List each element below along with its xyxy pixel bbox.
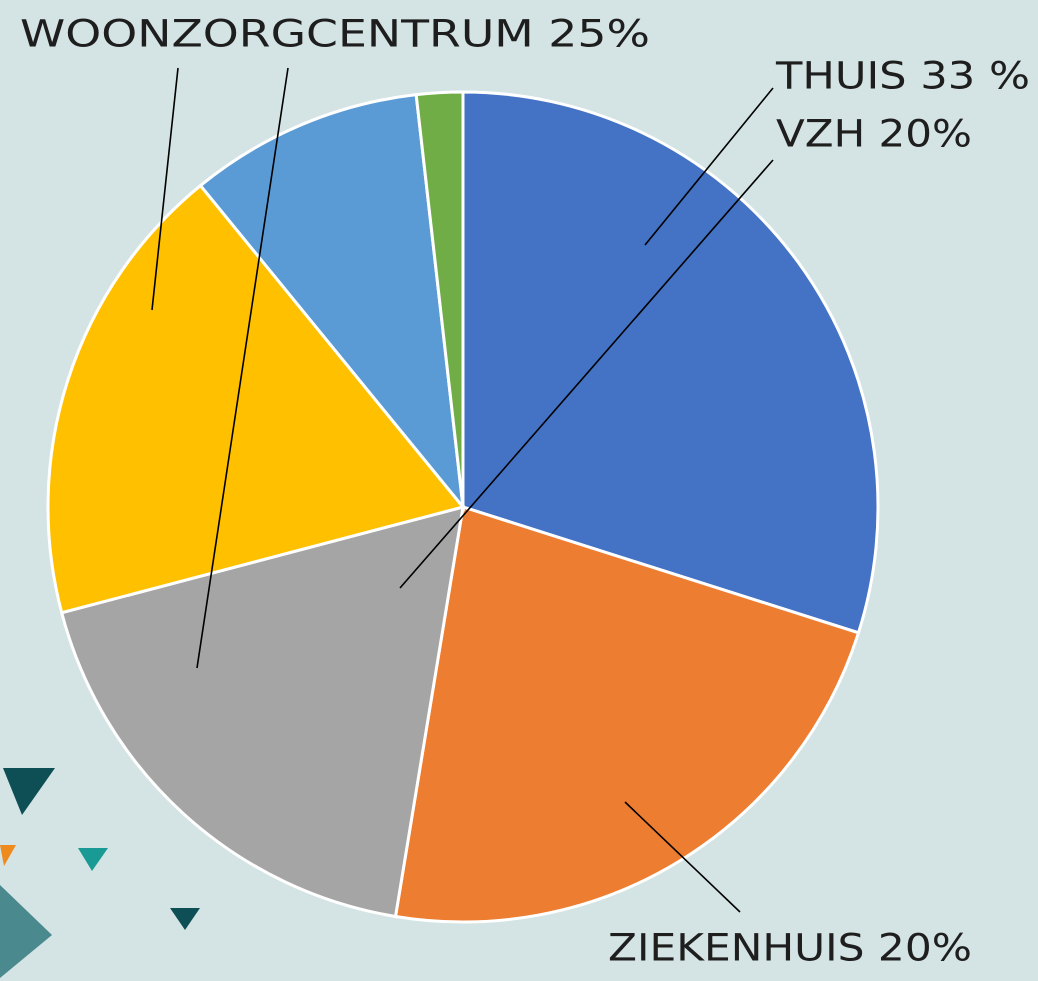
pie xyxy=(46,90,880,924)
annotation: VZH 20% xyxy=(776,113,972,156)
annotation: ZIEKENHUIS 20% xyxy=(608,927,972,970)
slice xyxy=(461,90,880,635)
decoration xyxy=(0,845,16,866)
decoration xyxy=(78,848,108,871)
slice xyxy=(393,505,861,924)
decoration xyxy=(0,885,52,978)
leader-line xyxy=(151,67,179,311)
decoration xyxy=(170,908,200,930)
leader-line xyxy=(644,87,774,246)
slice xyxy=(46,183,466,615)
leader-line xyxy=(399,159,774,589)
annotation: WOONZORGCENTRUM 25% xyxy=(20,13,650,56)
leader-line xyxy=(196,67,289,669)
leader-line xyxy=(624,801,741,913)
slice xyxy=(414,90,465,508)
slice xyxy=(59,504,465,919)
decoration xyxy=(3,768,55,815)
annotation: THUIS 33 % xyxy=(775,55,1030,98)
slice xyxy=(198,92,466,512)
